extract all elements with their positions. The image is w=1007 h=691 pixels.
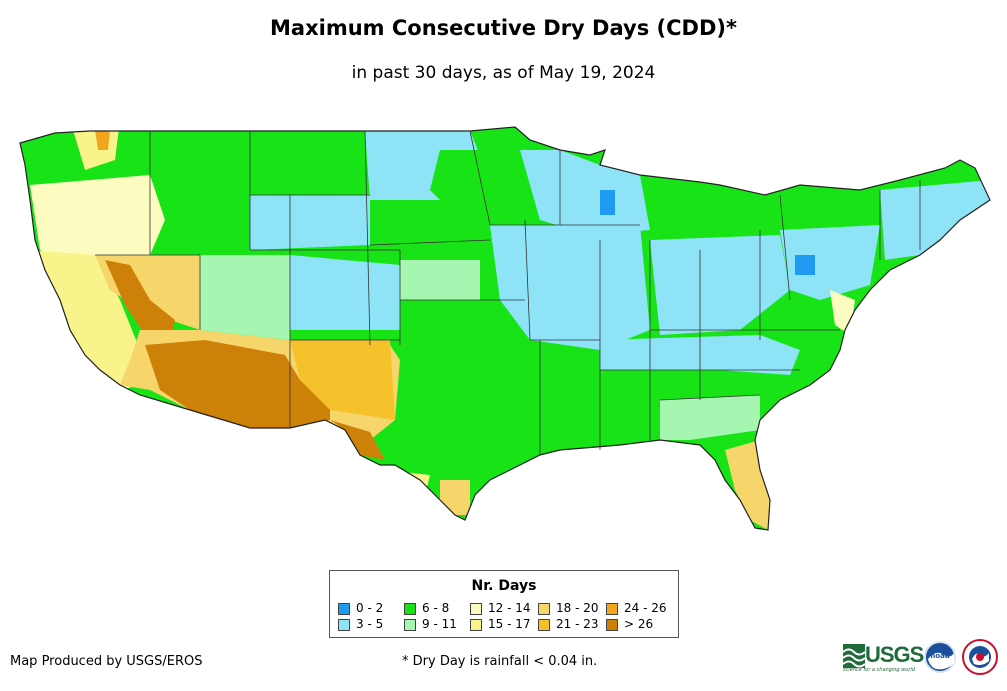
state-borders — [95, 130, 921, 455]
legend-label: 18 - 20 — [556, 601, 599, 615]
legend-swatch — [470, 618, 482, 631]
legend-item-24-26: 24 - 26 — [606, 601, 667, 615]
map-title: Maximum Consecutive Dry Days (CDD)* — [270, 16, 737, 40]
legend-label: 21 - 23 — [556, 617, 599, 631]
legend-swatch — [470, 602, 482, 615]
region-utah — [200, 255, 290, 340]
legend-swatch — [338, 618, 350, 631]
legend-title: Nr. Days — [471, 578, 537, 594]
legend-swatch — [404, 602, 416, 615]
nws-logo-icon — [962, 639, 998, 675]
legend-item-15-17: 15 - 17 — [470, 617, 531, 631]
noaa-logo-text: noaa — [930, 652, 950, 660]
map-credit: Map Produced by USGS/EROS — [10, 654, 203, 669]
legend-item-over-26: > 26 — [606, 617, 653, 631]
region-kansas-west — [400, 260, 480, 300]
region-pennsylvania — [780, 225, 880, 300]
legend-label: 12 - 14 — [488, 601, 531, 615]
legend: Nr. Days 0 - 2 3 - 5 6 - 8 9 - 11 12 - 1… — [329, 570, 679, 638]
legend-item-3-5: 3 - 5 — [338, 617, 383, 631]
legend-label: 9 - 11 — [422, 617, 457, 631]
region-upper-midwest — [520, 150, 650, 235]
legend-item-0-2: 0 - 2 — [338, 601, 383, 615]
legend-swatch — [404, 618, 416, 631]
legend-swatch — [538, 618, 550, 631]
region-wisconsin-wet — [600, 190, 615, 215]
legend-item-18-20: 18 - 20 — [538, 601, 599, 615]
region-pennsylvania-wet — [795, 255, 815, 275]
noaa-logo-icon: noaa — [924, 641, 956, 673]
region-new-mexico — [290, 340, 395, 420]
map-regions — [20, 127, 990, 530]
legend-item-6-8: 6 - 8 — [404, 601, 449, 615]
usgs-tagline: science for a changing world — [843, 667, 915, 673]
region-georgia-patchy — [660, 395, 760, 440]
legend-label: 6 - 8 — [422, 601, 450, 615]
region-montana-west — [150, 131, 250, 210]
map-subtitle: in past 30 days, as of May 19, 2024 — [351, 63, 656, 83]
legend-swatch — [606, 618, 618, 631]
legend-item-21-23: 21 - 23 — [538, 617, 599, 631]
legend-label: > 26 — [624, 617, 654, 631]
region-oregon-dry — [30, 175, 165, 270]
region-new-england — [880, 180, 990, 260]
legend-label: 3 - 5 — [356, 617, 384, 631]
legend-label: 0 - 2 — [356, 601, 384, 615]
region-arizona-core — [145, 340, 330, 428]
legend-item-9-11: 9 - 11 — [404, 617, 457, 631]
usgs-logo-text: USGS — [865, 642, 924, 667]
dry-day-footnote: * Dry Day is rainfall < 0.04 in. — [402, 654, 598, 669]
region-west-texas-core — [330, 420, 385, 460]
legend-label: 24 - 26 — [624, 601, 667, 615]
legend-swatch — [606, 602, 618, 615]
region-south-texas — [440, 480, 470, 515]
region-colorado — [290, 255, 400, 330]
legend-swatch — [338, 602, 350, 615]
legend-item-12-14: 12 - 14 — [470, 601, 531, 615]
usgs-wave-icon — [843, 644, 865, 668]
legend-label: 15 - 17 — [488, 617, 531, 631]
us-outline — [19, 126, 991, 531]
region-montana-east — [250, 131, 365, 195]
region-nevada-core — [105, 260, 175, 345]
region-wyoming — [250, 195, 370, 250]
region-minnesota-west — [430, 150, 525, 235]
legend-swatch — [538, 602, 550, 615]
region-ohio-valley — [650, 235, 790, 335]
region-cascades-hot — [95, 130, 110, 150]
region-california — [25, 250, 160, 390]
region-midwest — [490, 225, 650, 350]
